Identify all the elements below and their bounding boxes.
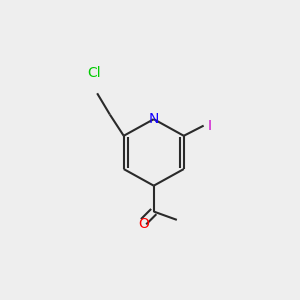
Text: O: O bbox=[138, 217, 149, 231]
Text: N: N bbox=[148, 112, 159, 126]
Text: I: I bbox=[207, 118, 211, 133]
Text: Cl: Cl bbox=[87, 66, 101, 80]
